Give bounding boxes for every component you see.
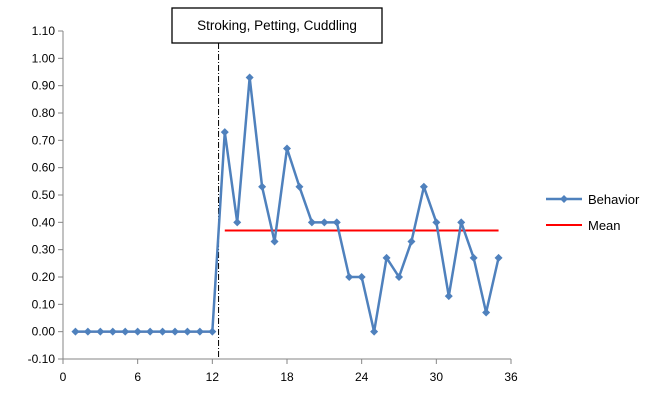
behavior-point [71,327,80,336]
behavior-point [419,182,428,191]
behavior-point [357,273,366,281]
y-tick-label: 0.30 [32,243,56,257]
behavior-point [444,292,453,301]
phase-label: Stroking, Petting, Cuddling [197,18,357,33]
x-tick-label: 12 [206,370,220,384]
behavior-point [332,218,341,227]
legend: Behavior Mean [546,192,640,233]
legend-label-mean: Mean [588,218,621,233]
behavior-point [345,273,354,281]
y-tick-label: 1.10 [32,24,56,38]
behavior-point [158,327,167,336]
behavior-point [395,273,403,281]
behavior-point [121,327,130,336]
behavior-point [494,253,503,262]
y-axis: -0.10 0.00 0.10 0.20 0.30 0.40 0.50 0.60 0.70 0.8… [28,24,64,366]
behavior-point [407,237,416,246]
behavior-point [270,237,279,246]
behavior-point [382,253,391,262]
y-tick-label: 0.50 [32,188,56,202]
behavior-point [208,327,217,336]
x-tick-label: 24 [355,370,369,384]
y-tick-label: 0.00 [32,325,56,339]
behavior-point [283,144,291,153]
behavior-point [258,182,267,191]
phase-label-box [171,7,383,44]
y-tick-label: 1.00 [32,51,56,65]
behavior-point [469,253,478,262]
x-tick-label: 18 [280,370,294,384]
x-tick-label: 36 [504,370,518,384]
behavior-line [75,76,500,333]
phase-annotation: Stroking, Petting, Cuddling [171,7,383,44]
behavior-point [245,73,254,82]
y-tick-label: -0.10 [28,352,56,366]
y-tick-label: 0.90 [32,79,56,93]
y-tick-label: 0.40 [32,215,56,229]
behavior-point [96,327,105,336]
behavior-point [307,218,316,227]
legend-item-mean: Mean [546,218,621,233]
behavior-point [195,327,204,336]
x-axis: 0 6 12 18 24 30 36 [60,358,518,384]
behavior-point [457,218,466,227]
y-tick-label: 0.60 [32,161,56,175]
y-tick-label: 0.80 [32,106,56,120]
behavior-point [370,327,379,336]
legend-marker-behavior [560,195,568,203]
behavior-point [171,327,179,336]
legend-item-behavior: Behavior [546,192,640,207]
behavior-point [146,327,155,336]
legend-label-behavior: Behavior [588,192,640,207]
y-tick-label: 0.70 [32,133,56,147]
x-tick-label: 30 [430,370,444,384]
behavior-point [482,308,491,317]
y-tick-label: 0.20 [32,270,56,284]
behavior-point [133,327,142,336]
behavior-point [295,182,304,191]
behavior-point [432,218,441,227]
behavior-point [320,218,329,227]
behavior-point [233,218,242,227]
x-tick-label: 6 [134,370,141,384]
behavior-point [220,128,229,137]
plot-area [71,43,503,359]
y-tick-label: 0.10 [32,297,56,311]
behavior-point [183,327,192,336]
behavior-point [108,327,117,336]
behavior-point [83,327,92,336]
x-tick-label: 0 [60,370,67,384]
